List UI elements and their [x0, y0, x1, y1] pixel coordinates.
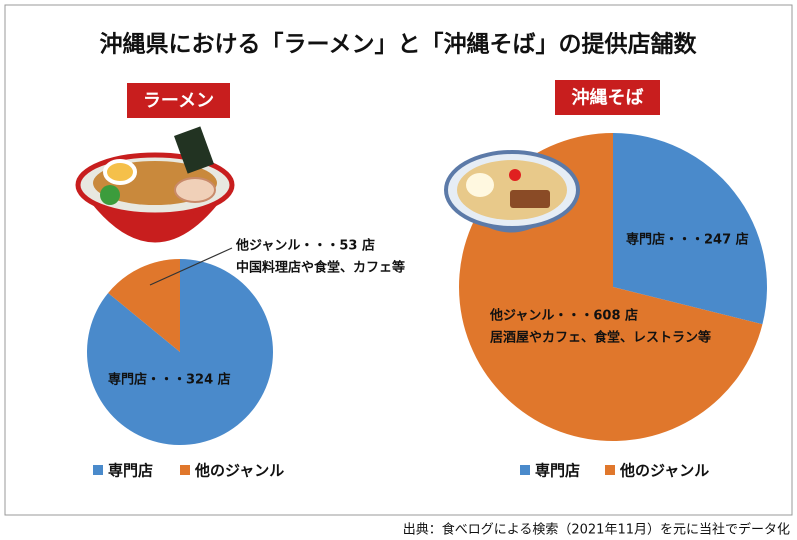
legend-label: 他のジャンル — [619, 462, 709, 480]
soba-illustration — [444, 150, 580, 233]
subtitle: 沖縄そば — [572, 87, 644, 109]
pie-slice — [613, 133, 767, 325]
legend-swatch — [180, 465, 190, 475]
annotation: 中国料理店や食堂、カフェ等 — [236, 260, 405, 276]
data-label: 専門店・・・324 店 — [108, 372, 231, 388]
subtitle-box — [127, 83, 230, 118]
data-label: 他ジャンル・・・53 店 — [235, 238, 375, 254]
data-label: 専門店・・・247 店 — [626, 232, 749, 248]
source: 出典：食べログによる検索（2021年11月）を元に当社でデータ化 — [403, 522, 790, 538]
pie-slice — [108, 259, 180, 352]
pie-slice — [86, 259, 274, 446]
ramen-illustration — [75, 126, 235, 243]
legend-swatch — [93, 465, 103, 475]
data-label: 他ジャンル・・・608 店 — [489, 308, 638, 324]
subtitle: ラーメン — [143, 91, 214, 112]
legend-label: 専門店 — [108, 462, 153, 480]
legend-label: 専門店 — [535, 462, 580, 480]
legend-swatch — [605, 465, 615, 475]
leader-line — [149, 247, 233, 286]
legend-label: 他のジャンル — [194, 462, 284, 480]
annotation: 居酒屋やカフェ、食堂、レストラン等 — [490, 330, 711, 346]
chart-title: 沖縄県における「ラーメン」と「沖縄そば」の提供店舗数 — [99, 31, 697, 58]
legend-swatch — [520, 465, 530, 475]
subtitle-box — [555, 80, 660, 115]
